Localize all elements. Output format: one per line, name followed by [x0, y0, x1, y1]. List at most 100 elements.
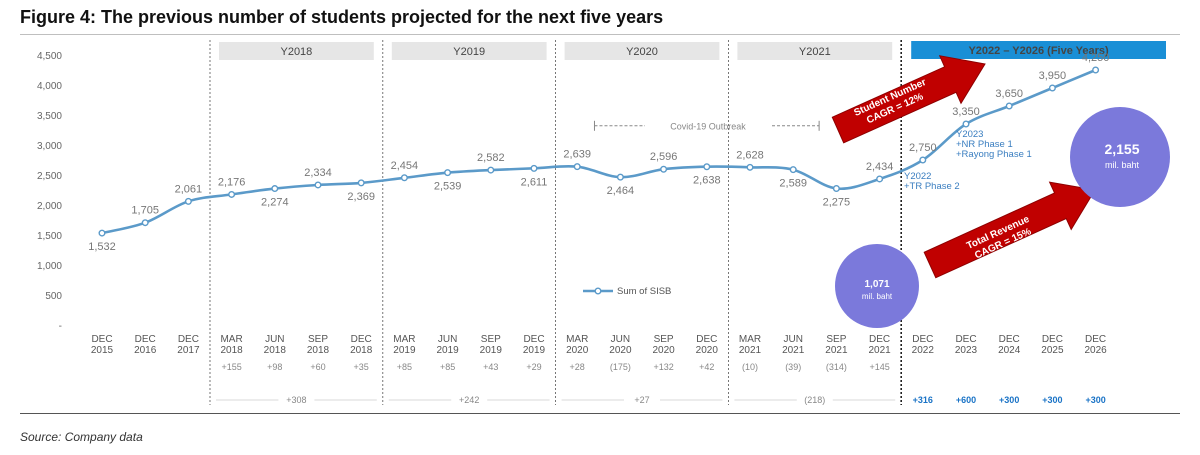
y-tick-label: - [59, 321, 62, 332]
data-label: 2,061 [175, 183, 203, 195]
x-tick-year: 2018 [264, 345, 287, 356]
data-label: 1,705 [131, 205, 159, 217]
data-point [573, 163, 581, 171]
period-header-label: Y2018 [280, 46, 312, 58]
data-point [789, 166, 797, 174]
x-tick-year: 2020 [696, 345, 719, 356]
forecast-header-label: Y2022 – Y2026 (Five Years) [968, 45, 1109, 57]
x-tick-month: MAR [566, 334, 588, 345]
data-point [962, 120, 970, 128]
data-point [616, 173, 624, 181]
x-tick-month: DEC [999, 334, 1020, 345]
data-point [703, 163, 711, 171]
quarter-change-label: +29 [526, 362, 541, 372]
annual-change-label: +27 [634, 395, 649, 405]
source-note: Source: Company data [20, 430, 143, 444]
quarter-change-label: (10) [742, 362, 758, 372]
data-label: 2,275 [823, 197, 851, 209]
revenue-bubble-2021 [835, 244, 919, 328]
data-label: 2,589 [779, 178, 807, 190]
x-tick-year: 2016 [134, 345, 157, 356]
data-point [530, 164, 538, 172]
data-point [98, 229, 106, 237]
data-point [1092, 66, 1100, 74]
x-tick-year: 2023 [955, 345, 978, 356]
data-label: 2,334 [304, 167, 332, 179]
revenue-bubble-2026-unit: mil. baht [1105, 160, 1140, 170]
x-tick-year: 2020 [652, 345, 675, 356]
covid-label: Covid-19 Outbreak [670, 121, 746, 131]
data-point [314, 181, 322, 189]
y-tick-label: 4,500 [37, 51, 62, 62]
x-tick-year: 2019 [393, 345, 416, 356]
x-tick-month: JUN [265, 334, 284, 345]
data-label: 3,950 [1039, 70, 1067, 82]
data-point [400, 174, 408, 182]
revenue-bubble-2021-value: 1,071 [864, 279, 889, 290]
student-cagr-arrow [831, 55, 986, 144]
legend-label: Sum of SISB [617, 286, 671, 297]
y-tick-label: 3,000 [37, 141, 62, 152]
data-label: 2,582 [477, 152, 505, 164]
x-tick-month: SEP [654, 334, 674, 345]
data-label: 3,350 [952, 106, 980, 118]
x-tick-month: DEC [91, 334, 112, 345]
data-label: 2,464 [607, 185, 635, 197]
y-tick-label: 3,500 [37, 111, 62, 122]
revenue-bubble-2026 [1070, 107, 1170, 207]
quarter-change-label: +43 [483, 362, 498, 372]
quarter-change-label: (39) [785, 362, 801, 372]
forecast-header-box [911, 41, 1166, 59]
forecast-change-label: +316 [913, 395, 933, 405]
y-tick-label: 1,500 [37, 231, 62, 242]
data-point [746, 163, 754, 171]
revenue-bubble-2021-unit: mil. baht [862, 292, 893, 301]
revenue-bubble-2026-value: 2,155 [1104, 141, 1139, 157]
x-tick-year: 2022 [912, 345, 935, 356]
data-point [357, 179, 365, 187]
x-tick-month: DEC [1042, 334, 1063, 345]
data-label: 2,639 [563, 149, 591, 161]
quarter-change-label: +132 [653, 362, 673, 372]
x-tick-year: 2017 [177, 345, 200, 356]
x-tick-month: DEC [912, 334, 933, 345]
period-header-box [564, 42, 720, 60]
data-label: 1,532 [88, 241, 116, 253]
x-tick-month: DEC [178, 334, 199, 345]
x-tick-month: DEC [869, 334, 890, 345]
period-header-label: Y2020 [626, 46, 658, 58]
x-tick-year: 2021 [868, 345, 891, 356]
y2023-note-line2: +Rayong Phase 1 [956, 149, 1032, 160]
data-label: 2,539 [434, 181, 462, 193]
data-label: 2,638 [693, 175, 721, 187]
bottom-rule [20, 413, 1180, 414]
x-tick-month: MAR [739, 334, 761, 345]
quarter-change-label: +42 [699, 362, 714, 372]
data-point [1048, 84, 1056, 92]
x-tick-year: 2024 [998, 345, 1021, 356]
data-label: 2,454 [391, 160, 419, 172]
x-tick-year: 2020 [609, 345, 632, 356]
x-tick-month: SEP [481, 334, 501, 345]
data-label: 2,369 [347, 191, 375, 203]
x-tick-year: 2021 [782, 345, 805, 356]
quarter-change-label: (314) [826, 362, 847, 372]
data-label: 2,596 [650, 151, 678, 163]
quarter-change-label: +155 [221, 362, 241, 372]
data-point [1005, 102, 1013, 110]
x-tick-month: DEC [523, 334, 544, 345]
quarter-change-label: +85 [440, 362, 455, 372]
title-rule [20, 34, 1180, 35]
x-tick-year: 2020 [566, 345, 589, 356]
x-tick-month: DEC [955, 334, 976, 345]
data-label: 2,611 [521, 176, 548, 188]
period-header-label: Y2019 [453, 46, 485, 58]
period-header-box [219, 42, 374, 60]
figure-title: Figure 4: The previous number of student… [20, 7, 664, 27]
quarter-change-label: (175) [610, 362, 631, 372]
x-tick-month: DEC [1085, 334, 1106, 345]
x-tick-year: 2019 [523, 345, 546, 356]
quarter-change-label: +85 [397, 362, 412, 372]
x-tick-month: MAR [220, 334, 242, 345]
